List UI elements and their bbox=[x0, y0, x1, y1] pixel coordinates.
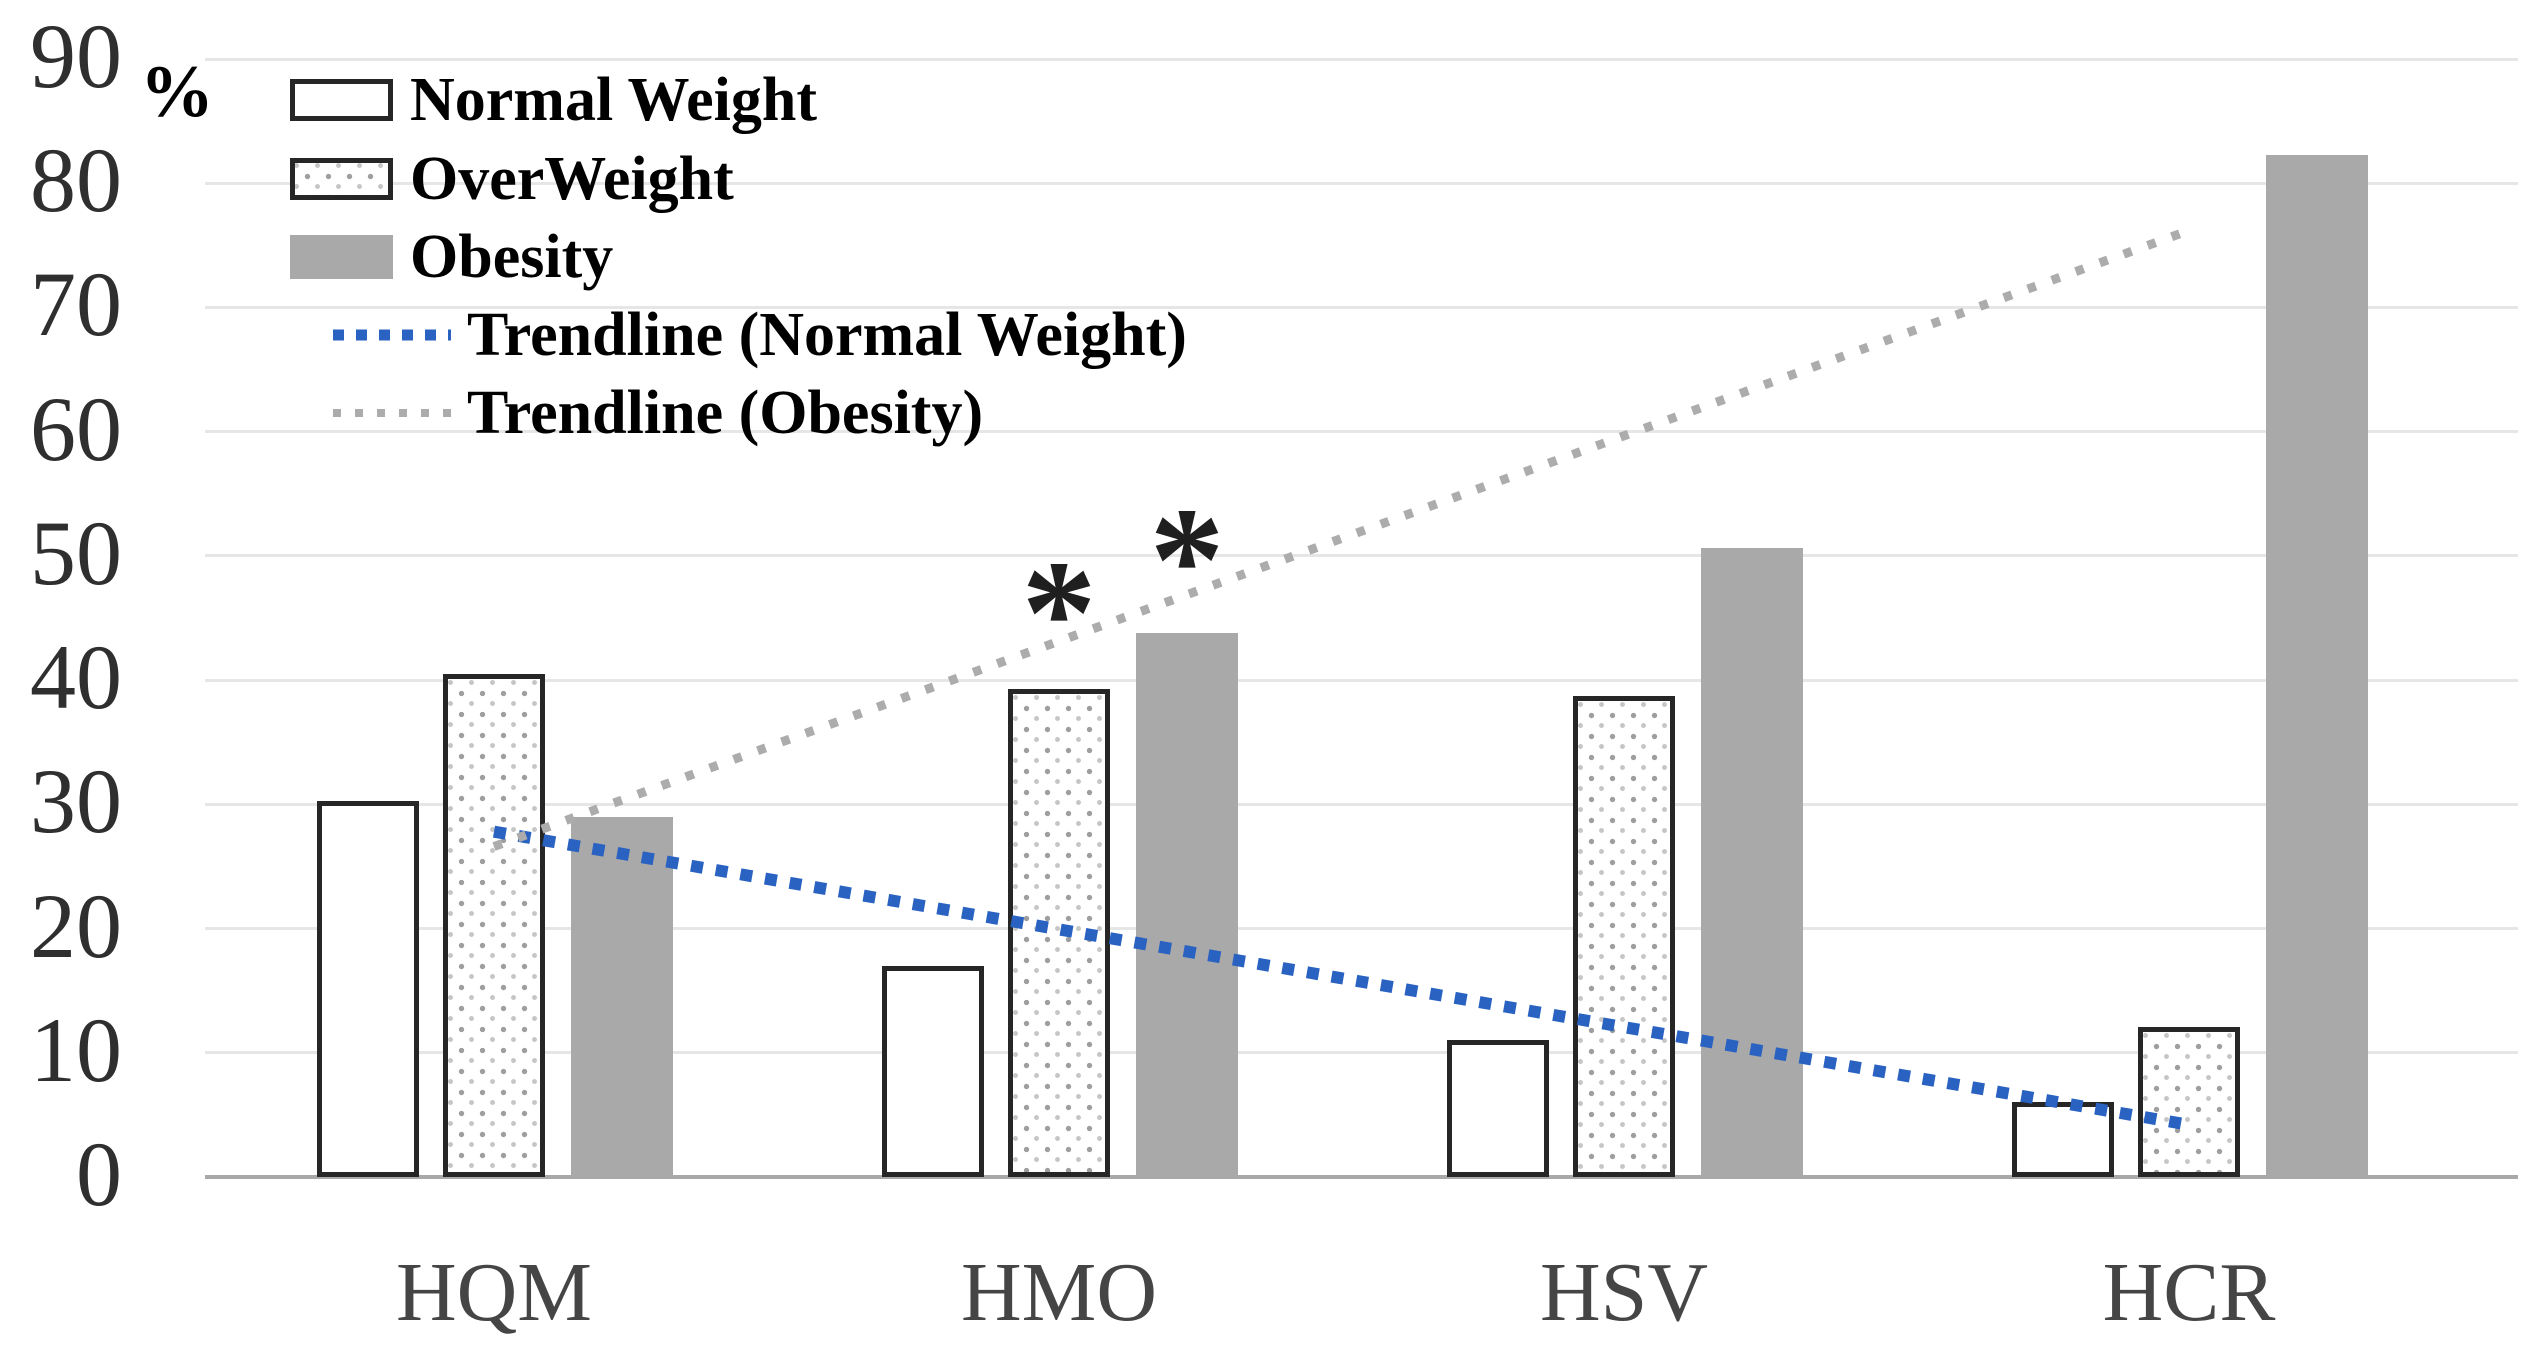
gridline-80 bbox=[205, 181, 2518, 185]
legend-swatch-normal-weight bbox=[290, 79, 393, 121]
bar-overweight-hsv bbox=[1573, 696, 1675, 1177]
bar-normal-weight-hqm bbox=[317, 800, 419, 1177]
legend-item-normal-weight: Normal Weight bbox=[290, 60, 817, 140]
y-tick-label-90: 90 bbox=[30, 5, 122, 107]
y-tick-label-0: 0 bbox=[76, 1123, 122, 1225]
gridline-40 bbox=[205, 678, 2518, 682]
legend-label-obesity: Obesity bbox=[410, 222, 614, 291]
x-category-label-hqm: HQM bbox=[395, 1246, 592, 1339]
y-tick-label-10: 10 bbox=[30, 998, 122, 1101]
legend-item-overweight: OverWeight bbox=[290, 139, 734, 219]
bar-normal-weight-hmo bbox=[882, 965, 984, 1177]
legend-label-overweight: OverWeight bbox=[410, 144, 734, 213]
gridline-70 bbox=[205, 305, 2518, 309]
x-category-label-hcr: HCR bbox=[2102, 1246, 2276, 1339]
gridline-90 bbox=[205, 57, 2518, 61]
legend-swatch-overweight bbox=[290, 158, 393, 200]
significance-asterisk-overweight: * bbox=[1021, 530, 1097, 697]
bar-overweight-hqm bbox=[443, 673, 545, 1177]
legend-swatch-obesity bbox=[290, 235, 393, 279]
y-tick-label-30: 30 bbox=[30, 750, 122, 853]
gridline-20 bbox=[205, 927, 2518, 931]
legend-line-sample-trendline-normal-weight bbox=[333, 329, 451, 341]
y-tick-label-70: 70 bbox=[30, 253, 122, 356]
y-axis-unit-label: % bbox=[140, 51, 214, 133]
y-tick-label-80: 80 bbox=[30, 129, 122, 232]
legend-label-trendline-normal-weight: Trendline (Normal Weight) bbox=[467, 300, 1187, 369]
x-axis-line bbox=[205, 1175, 2518, 1179]
trendline-trendline-normal-weight bbox=[492, 825, 2191, 1131]
y-tick-label-50: 50 bbox=[30, 501, 122, 604]
legend-item-trendline-normal-weight: Trendline (Normal Weight) bbox=[333, 295, 1187, 375]
bar-obesity-hsv bbox=[1701, 548, 1803, 1177]
bar-obesity-hmo bbox=[1136, 632, 1238, 1177]
significance-asterisk-obesity: * bbox=[1149, 476, 1225, 643]
bar-overweight-hcr bbox=[2138, 1026, 2240, 1177]
y-tick-label-20: 20 bbox=[30, 874, 122, 977]
bar-normal-weight-hsv bbox=[1447, 1040, 1549, 1177]
x-category-label-hmo: HMO bbox=[960, 1246, 1157, 1339]
gridline-10 bbox=[205, 1051, 2518, 1055]
bar-obesity-hqm bbox=[571, 816, 673, 1177]
legend-label-trendline-obesity: Trendline (Obesity) bbox=[467, 378, 984, 447]
bar-obesity-hcr bbox=[2266, 154, 2368, 1177]
legend-item-trendline-obesity: Trendline (Obesity) bbox=[333, 373, 983, 453]
legend-label-normal-weight: Normal Weight bbox=[410, 65, 817, 134]
y-tick-label-60: 60 bbox=[30, 377, 122, 480]
legend-line-sample-trendline-obesity bbox=[333, 409, 451, 417]
x-category-label-hsv: HSV bbox=[1539, 1246, 1709, 1339]
gridline-50 bbox=[205, 554, 2518, 558]
gridline-60 bbox=[205, 430, 2518, 434]
legend-item-obesity: Obesity bbox=[290, 217, 613, 297]
gridline-30 bbox=[205, 802, 2518, 806]
y-tick-label-40: 40 bbox=[30, 626, 122, 729]
